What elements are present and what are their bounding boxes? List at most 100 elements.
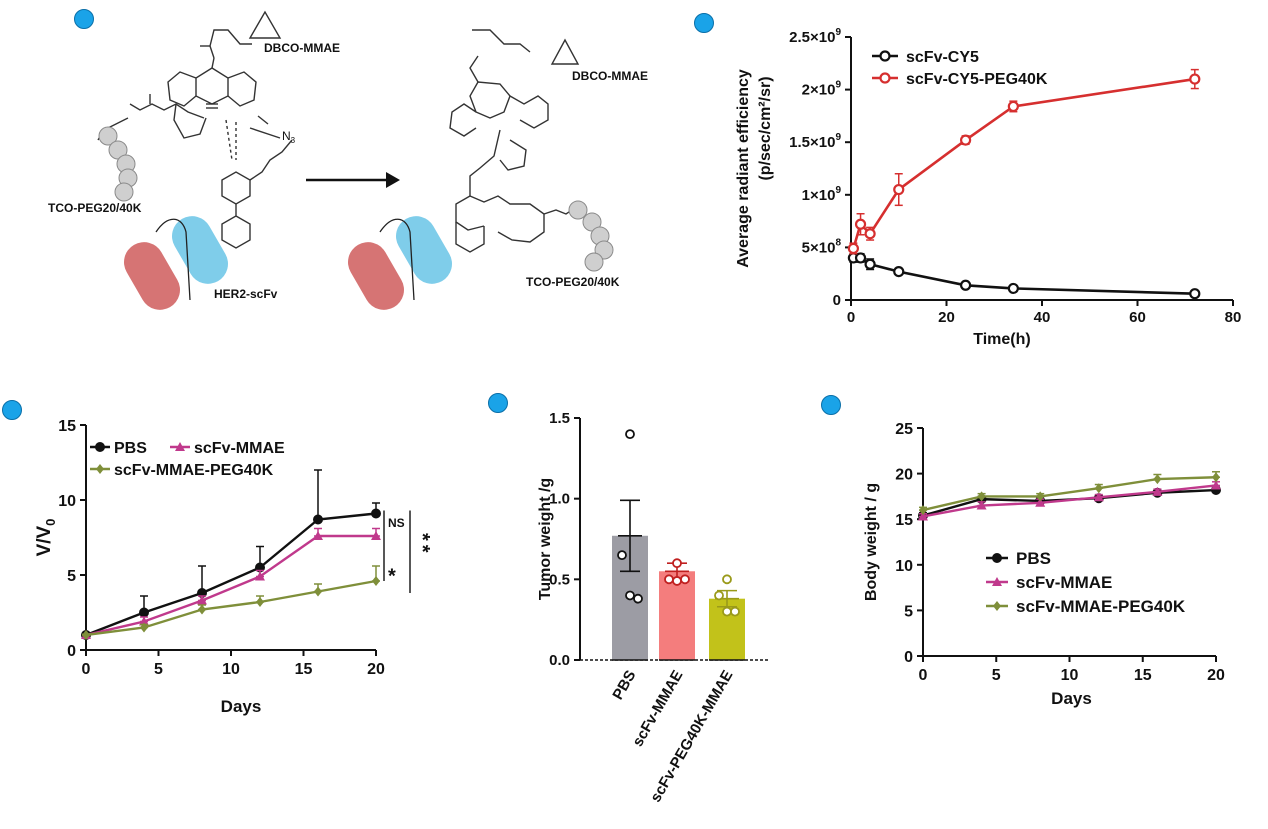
data-point — [198, 604, 206, 615]
body-weight-chart: 0 5 10 15 20 25 0 5 10 15 20 Days Body weight / g PBS… — [863, 421, 1225, 708]
series-line — [85, 512, 377, 637]
data-point — [1212, 472, 1220, 483]
series-line — [922, 476, 1217, 512]
y-tick-label: 10 — [58, 493, 76, 510]
data-point — [893, 183, 905, 196]
series-2 — [81, 527, 381, 639]
data-point — [625, 590, 635, 601]
data-point — [847, 242, 859, 255]
data-point — [96, 464, 104, 474]
data-point — [1189, 73, 1201, 85]
data-point — [617, 550, 627, 561]
data-point — [95, 442, 105, 452]
data-point — [1036, 491, 1045, 502]
tumor-volume-chart: 0 5 10 15 0 5 10 15 20 Days V/V0 PBS scFv-MMAE scFv-M… — [34, 418, 433, 716]
y-tick-label: 1.0 — [549, 491, 570, 508]
y-tick-label: 10 — [895, 558, 913, 575]
data-point — [864, 258, 876, 270]
data-point — [879, 72, 891, 84]
y-axis-label: Body weight / g — [863, 483, 880, 601]
y-tick-label: 0 — [833, 292, 841, 309]
data-point — [313, 531, 323, 540]
bar — [659, 571, 695, 660]
x-tick-label: 15 — [1134, 667, 1152, 684]
x-tick-label: 0 — [919, 667, 928, 684]
series-line — [852, 77, 1195, 249]
data-point — [879, 50, 891, 62]
toxin-warning-icon — [248, 10, 282, 39]
y-tick-label: 1.5 — [549, 410, 570, 427]
toxin-warning-icon — [550, 38, 580, 65]
series-2: scFv-MMAE — [918, 480, 1221, 592]
data-point — [1007, 282, 1019, 295]
peg-chain-right — [568, 200, 614, 272]
x-tick-label: scFv-MMAE — [629, 668, 686, 750]
data-point — [314, 586, 322, 597]
x-tick-label: 10 — [222, 661, 240, 678]
data-point — [1007, 100, 1019, 113]
y-axis-label: (p/sec/cm²/sr) — [757, 76, 774, 180]
data-point — [1153, 474, 1162, 485]
data-point — [256, 597, 264, 607]
data-point — [1152, 486, 1163, 496]
x-tick-label: 10 — [1061, 667, 1079, 684]
series-line — [922, 488, 1217, 517]
sig-ns: NS — [388, 516, 405, 530]
series-1: PBS — [918, 485, 1221, 568]
x-tick-label: 80 — [1225, 309, 1242, 326]
legend-label: PBS — [1016, 549, 1051, 568]
data-point — [139, 607, 149, 618]
series-2: scFv-CY5-PEG40K — [847, 68, 1201, 255]
legend-label: scFv-MMAE-PEG40K — [114, 462, 274, 479]
data-point — [854, 252, 867, 264]
x-tick-label: 0 — [82, 661, 91, 678]
legend-label: scFv-CY5 — [906, 49, 979, 66]
y-tick-label: 15 — [895, 512, 913, 529]
series-3 — [82, 565, 380, 640]
data-point — [1093, 492, 1104, 502]
legend-label: PBS — [114, 440, 147, 457]
data-point — [625, 429, 635, 440]
data-point — [1211, 480, 1221, 490]
series-1 — [81, 469, 381, 640]
data-point — [255, 571, 265, 581]
data-point — [976, 500, 987, 510]
data-point — [664, 574, 674, 585]
x-tick-label: 15 — [295, 661, 313, 678]
data-point — [714, 590, 724, 601]
y-axis-label: Average radiant efficiency — [735, 69, 752, 268]
legend-label: scFv-MMAE-PEG40K — [1016, 597, 1186, 616]
y-tick-label: 5×108 — [802, 237, 842, 256]
data-point — [893, 265, 905, 278]
data-point — [960, 134, 972, 146]
data-point — [140, 622, 148, 633]
data-point — [1189, 288, 1201, 300]
x-tick-label: 40 — [1034, 309, 1051, 326]
dbco-label: DBCO-MMAE — [572, 69, 648, 83]
x-tick-label: 60 — [1129, 309, 1146, 326]
panel-marker — [2, 400, 22, 420]
x-tick-label: 20 — [367, 661, 385, 678]
bar-group — [612, 429, 648, 661]
y-tick-label: 2.5×109 — [789, 27, 841, 46]
svg-text:N3: N3 — [282, 129, 296, 145]
x-tick-label: 5 — [154, 661, 163, 678]
scfv-label: HER2-scFv — [214, 287, 278, 301]
dbco-label: DBCO-MMAE — [264, 41, 340, 55]
data-point — [919, 505, 927, 516]
x-tick-label: 20 — [1207, 667, 1225, 684]
bar-group — [659, 558, 695, 661]
series-line — [922, 484, 1217, 518]
data-point — [854, 218, 867, 230]
series-line — [853, 256, 1195, 295]
scfv-left — [124, 216, 228, 310]
y-tick-label: 0 — [67, 643, 76, 660]
panel-marker — [488, 393, 508, 413]
x-axis-label: Time(h) — [973, 331, 1030, 348]
bar-group — [709, 574, 745, 661]
y-tick-label: 5 — [904, 603, 913, 620]
tco-label: TCO-PEG20/40K — [526, 275, 620, 289]
y-axis-label: Tumor weight /g — [537, 478, 554, 600]
data-point — [672, 576, 682, 586]
x-axis-label: Days — [221, 697, 262, 716]
